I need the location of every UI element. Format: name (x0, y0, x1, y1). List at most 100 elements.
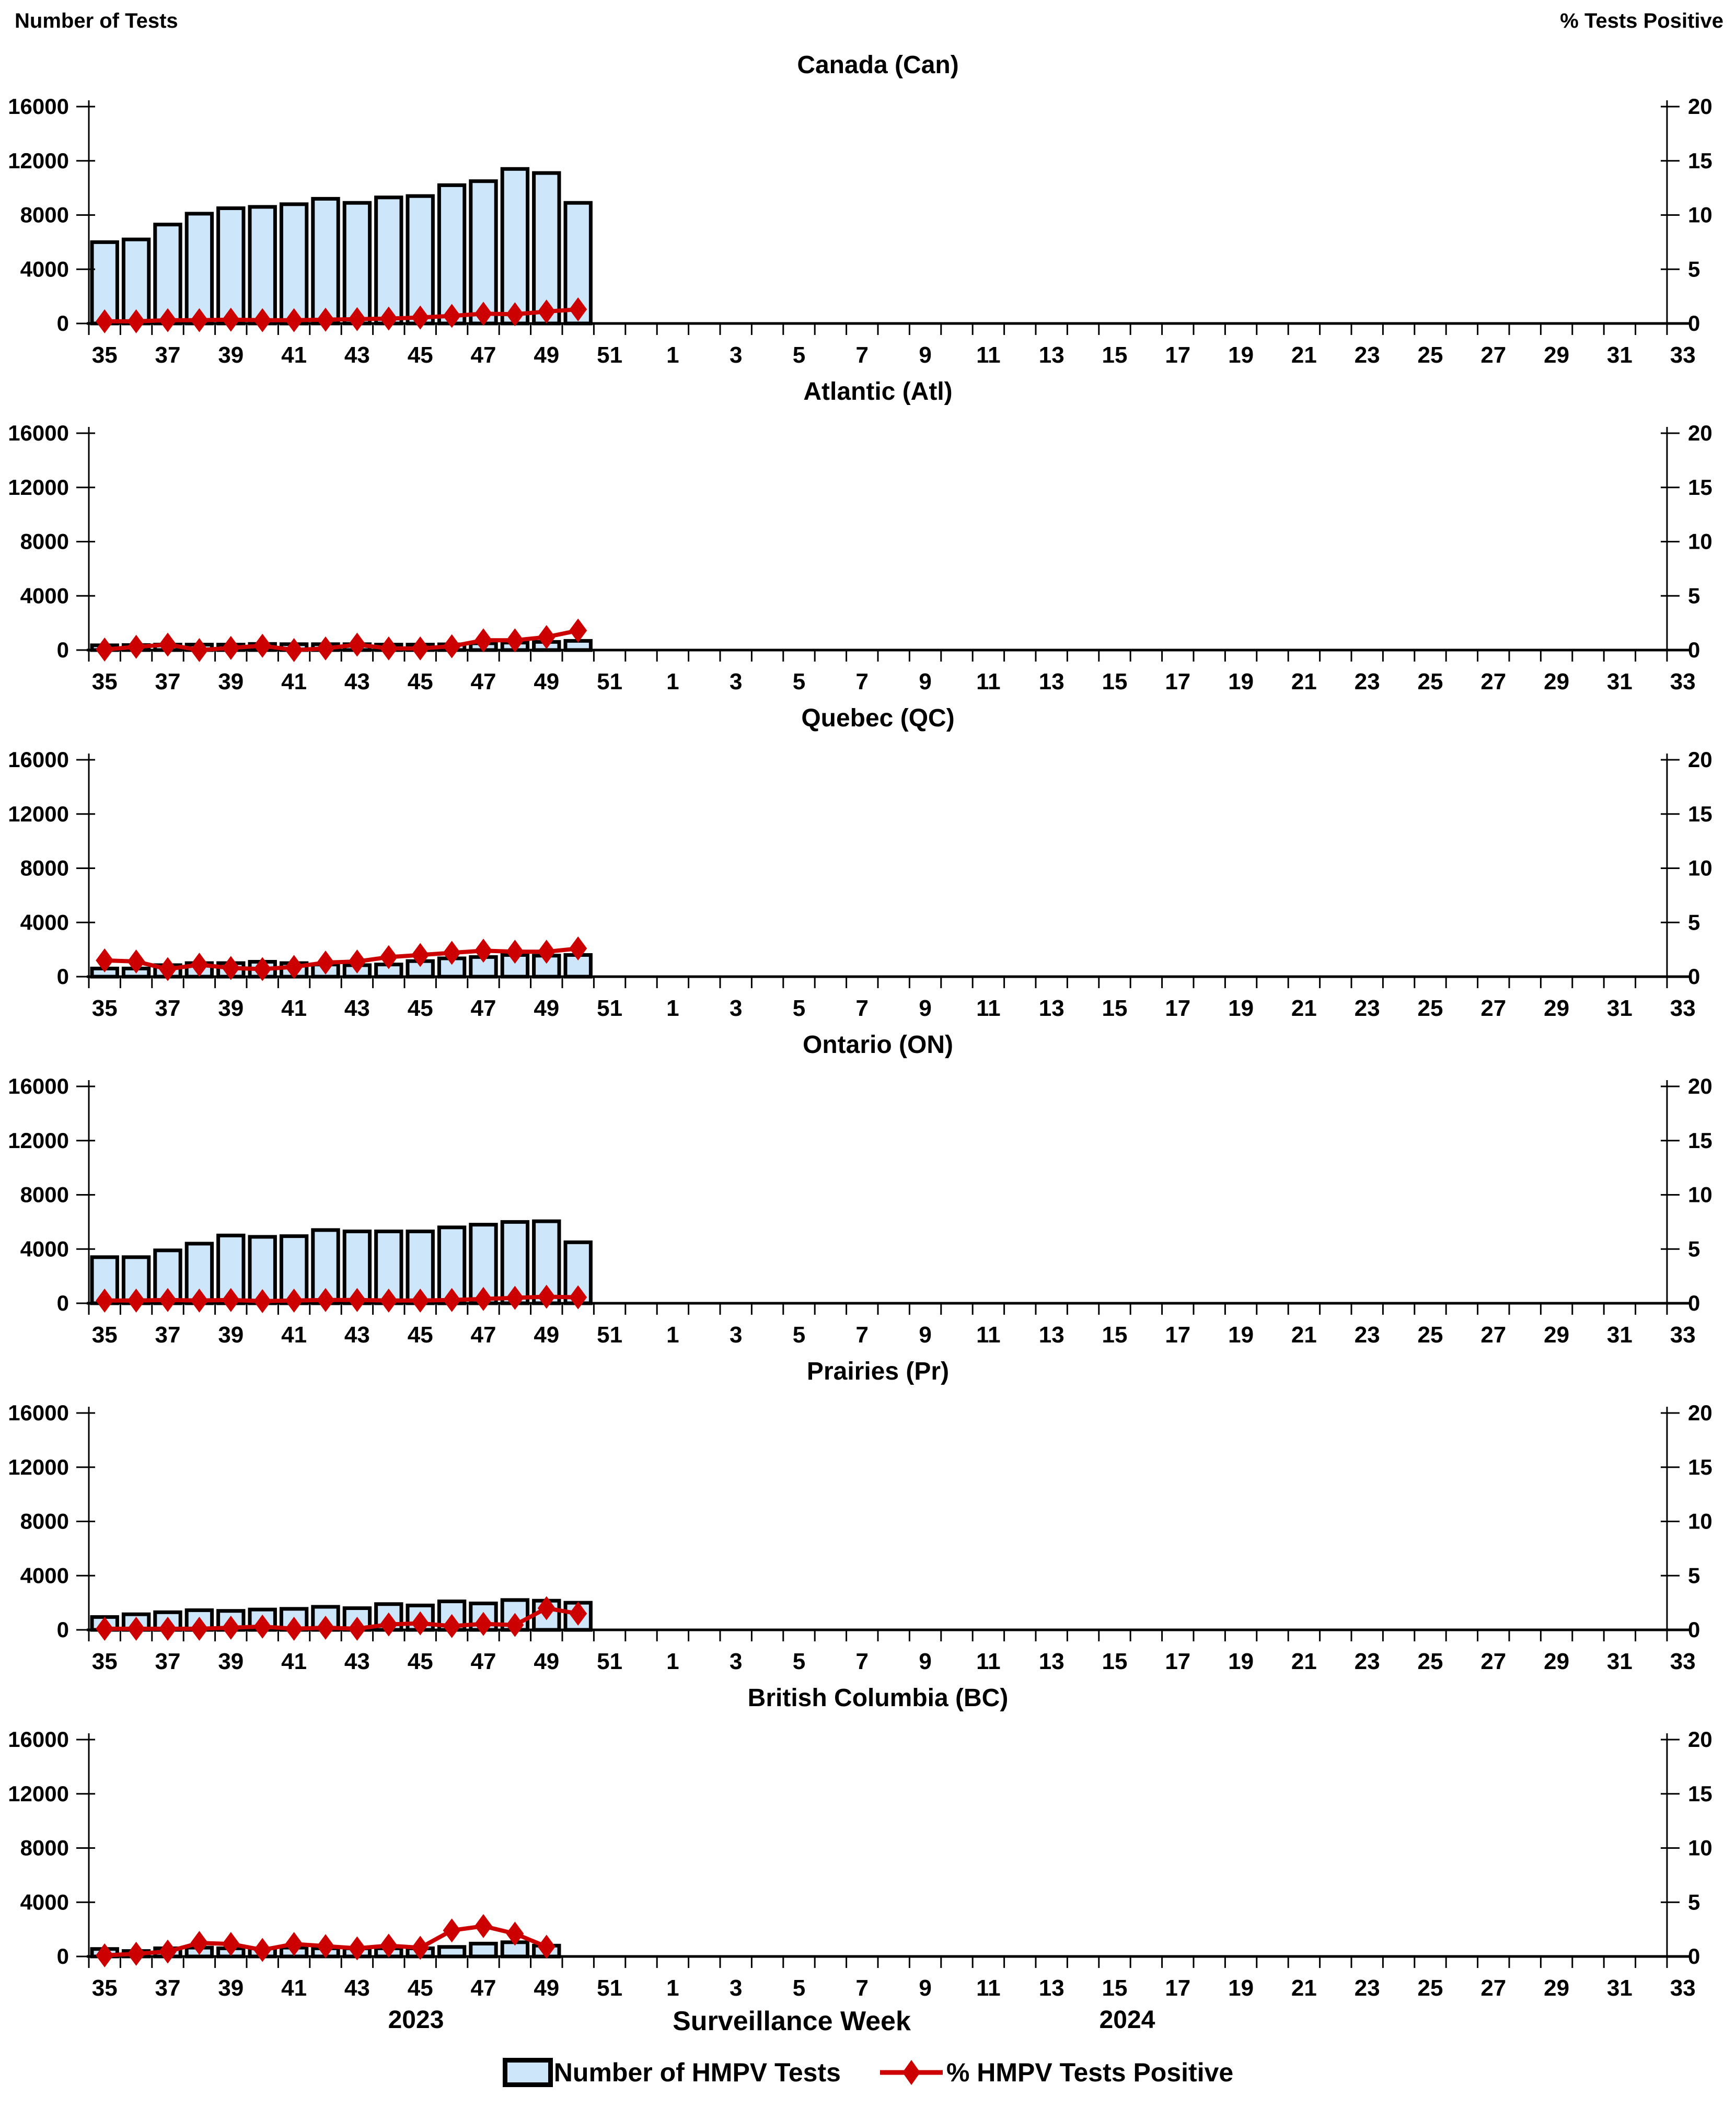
right-tick-label: 15 (1688, 475, 1712, 500)
diamond-marker-week-50 (569, 1601, 587, 1626)
x-tick-label: 29 (1544, 669, 1569, 692)
x-tick-label: 3 (730, 669, 742, 692)
x-tick-label: 27 (1480, 1649, 1506, 1672)
x-tick-label: 5 (793, 995, 805, 1018)
x-tick-label: 27 (1480, 342, 1506, 365)
diamond-marker-week-43 (348, 1936, 366, 1961)
diamond-marker-week-41 (285, 955, 303, 979)
left-axis-title: Number of Tests (15, 9, 178, 32)
left-tick-label: 4000 (20, 1236, 69, 1261)
x-tick-label: 5 (793, 342, 805, 365)
diamond-marker-week-45 (411, 305, 430, 330)
x-tick-label: 29 (1544, 342, 1569, 365)
legend-bar-label: Number of HMPV Tests (553, 2058, 841, 2087)
x-tick-label: 7 (856, 995, 869, 1018)
x-tick-label: 25 (1418, 1322, 1443, 1345)
left-tick-label: 16000 (8, 1400, 69, 1425)
x-tick-label: 19 (1228, 995, 1254, 1018)
legend: Number of HMPV Tests % HMPV Tests Positi… (0, 2046, 1736, 2108)
x-tick-label: 33 (1670, 342, 1696, 365)
diamond-marker-week-38 (190, 1616, 209, 1641)
right-tick-label: 10 (1688, 1836, 1712, 1860)
x-tick-label: 15 (1102, 1649, 1128, 1672)
bar-swatch-icon (502, 2058, 553, 2087)
x-tick-label: 19 (1228, 1649, 1254, 1672)
x-tick-label: 17 (1165, 1322, 1190, 1345)
x-tick-label: 31 (1607, 1975, 1633, 1998)
diamond-marker-week-36 (127, 1288, 145, 1313)
right-tick-label: 0 (1688, 964, 1700, 989)
diamond-marker-week-38 (190, 638, 209, 662)
x-tick-label: 11 (976, 995, 1001, 1018)
bar-week-47 (469, 1941, 498, 1959)
diamond-marker-week-42 (317, 1934, 334, 1959)
diamond-marker-week-48 (506, 940, 524, 964)
x-tick-label: 37 (155, 1975, 181, 1998)
left-tick-label: 12000 (8, 475, 69, 500)
left-tick-label: 0 (57, 964, 69, 989)
x-tick-label: 13 (1039, 1322, 1064, 1345)
x-tick-label: 33 (1670, 1322, 1696, 1345)
x-tick-label: 3 (730, 1649, 742, 1672)
line-swatch-icon (879, 2060, 943, 2085)
x-tick-label: 25 (1418, 995, 1443, 1018)
x-tick-label: 7 (856, 669, 869, 692)
diamond-marker-week-50 (569, 1285, 587, 1310)
left-tick-label: 16000 (8, 1074, 69, 1098)
diamond-marker-week-43 (348, 632, 366, 657)
diamond-marker-week-42 (317, 1288, 334, 1312)
x-tick-label: 25 (1418, 669, 1443, 692)
diamond-marker-week-35 (96, 637, 114, 662)
diamond-marker-week-48 (506, 1921, 524, 1946)
x-tick-label: 49 (534, 342, 559, 365)
pct-positive-line (104, 628, 579, 653)
diamond-marker-week-37 (159, 1288, 177, 1312)
diamond-marker-week-44 (379, 636, 398, 661)
diamond-marker-week-43 (348, 1288, 366, 1312)
left-tick-label: 8000 (20, 1509, 69, 1534)
panel-title: British Columbia (BC) (748, 1684, 1009, 1712)
right-tick-label: 20 (1688, 747, 1712, 772)
x-tick-label: 35 (92, 1975, 118, 1998)
diamond-marker-week-49 (537, 299, 555, 324)
x-tick-label: 39 (218, 669, 244, 692)
right-tick-label: 10 (1688, 1183, 1712, 1207)
x-tick-label: 41 (281, 995, 307, 1018)
right-tick-label: 20 (1688, 94, 1712, 119)
x-tick-label: 39 (218, 1322, 244, 1345)
x-tick-label: 17 (1165, 1975, 1190, 1998)
year-2023-label: 2023 (388, 2006, 444, 2034)
bar-week-47 (469, 179, 498, 326)
x-tick-label: 17 (1165, 342, 1190, 365)
x-tick-label: 43 (344, 1649, 370, 1672)
bar-week-43 (342, 201, 372, 326)
right-tick-label: 15 (1688, 1128, 1712, 1153)
x-tick-label: 51 (597, 995, 622, 1018)
x-tick-label: 9 (919, 1975, 931, 1998)
x-tick-label: 51 (597, 1649, 622, 1672)
right-tick-label: 20 (1688, 1074, 1712, 1098)
left-tick-label: 4000 (20, 257, 69, 281)
diamond-marker-week-49 (537, 1596, 555, 1620)
diamond-marker-week-37 (159, 1939, 177, 1964)
x-tick-label: 21 (1291, 1649, 1317, 1672)
diamond-marker-week-46 (443, 1918, 461, 1943)
diamond-marker-week-39 (222, 307, 240, 332)
diamond-marker-week-39 (222, 1932, 240, 1956)
diamond-marker-week-37 (159, 308, 177, 332)
right-tick-label: 5 (1688, 1236, 1700, 1261)
diamond-marker-week-47 (474, 1914, 492, 1938)
diamond-marker-week-49 (537, 625, 555, 650)
diamond-marker-week-50 (569, 618, 587, 643)
x-tick-label: 45 (408, 1322, 433, 1345)
diamond-marker-week-47 (474, 939, 492, 963)
x-tick-label: 31 (1607, 342, 1633, 365)
diamond-marker-week-45 (411, 1936, 430, 1960)
bar-week-44 (374, 195, 403, 326)
x-tick-label: 37 (155, 1649, 181, 1672)
diamond-marker-week-38 (190, 308, 209, 332)
left-tick-label: 4000 (20, 910, 69, 934)
x-tick-label: 13 (1039, 342, 1064, 365)
